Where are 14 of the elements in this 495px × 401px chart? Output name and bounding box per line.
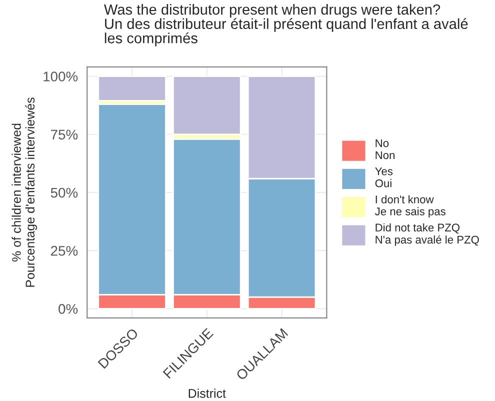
bar (172, 76, 242, 136)
legend-label: Did not take PZQ N'a pas avalé le PZQ (376, 223, 479, 246)
y-tick-label: 25% (50, 246, 78, 256)
y-tick-label: 50% (50, 188, 78, 198)
legend-label: I don't know Je ne sais pas (375, 195, 446, 218)
chart-title: Was the distributor present when drugs were taken? Un des distributeur était-il présent quand l'enfant a avalé les comprimés (104, 4, 468, 46)
bar (98, 76, 166, 102)
y-tick-label: 0% (58, 304, 78, 314)
y-tick-label: 75% (51, 130, 78, 140)
x-axis-title: District (188, 388, 226, 398)
legend-label: No Non (376, 139, 394, 160)
legend-label: Yes Oui (375, 167, 393, 188)
y-axis-title: % of children interviewed Pourcentage d'enfants interviewés (12, 98, 38, 287)
y-tick-label: 100% (44, 72, 78, 82)
